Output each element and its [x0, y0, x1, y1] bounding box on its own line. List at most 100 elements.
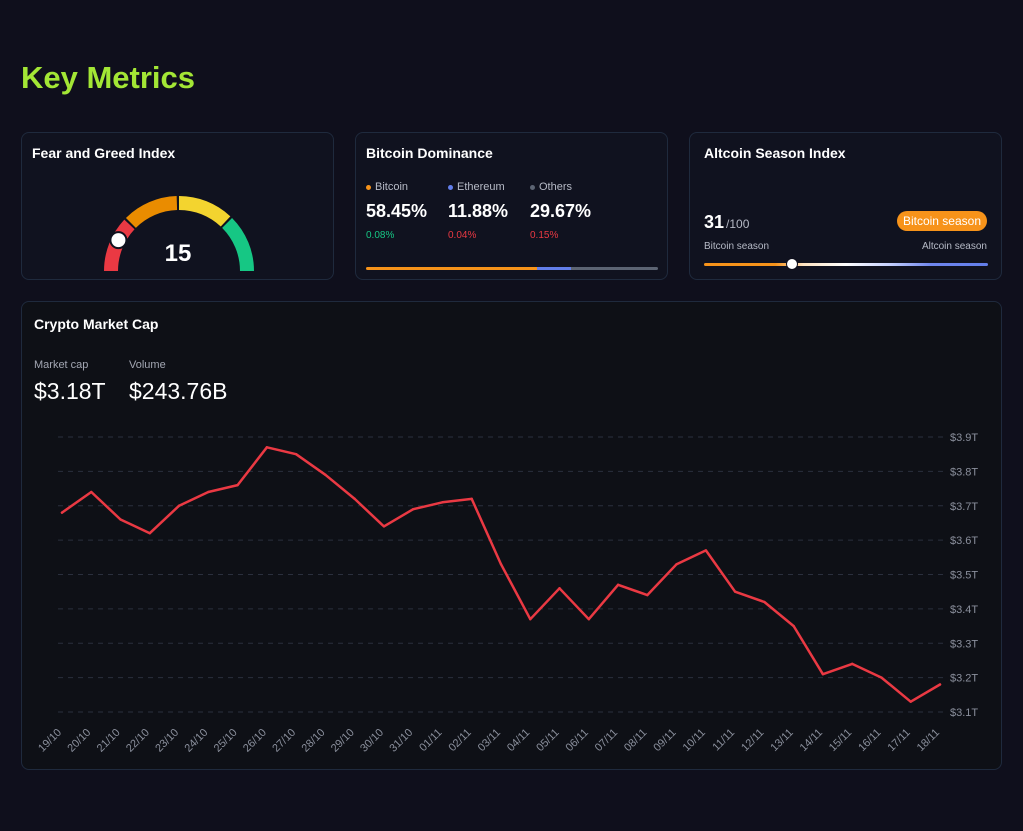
data-point [90, 490, 93, 494]
x-tick-label: 27/10 [270, 727, 298, 755]
page-title: Key Metrics [21, 60, 196, 95]
market-cap-label: Market cap [34, 359, 89, 371]
x-tick-label: 28/10 [300, 727, 328, 755]
gauge-segment-fear [125, 196, 178, 229]
dominance-label: Ethereum [457, 181, 505, 193]
data-point [148, 532, 151, 535]
x-tick-label: 06/11 [564, 727, 591, 754]
x-tick-label: 22/10 [124, 727, 152, 755]
data-point [763, 600, 766, 604]
y-tick-label: $3.8T [950, 466, 978, 478]
data-point [499, 562, 503, 566]
x-tick-label: 13/11 [768, 727, 795, 754]
data-point [412, 507, 415, 511]
dominance-item-others: Others 29.67% 0.15% [530, 181, 591, 241]
y-tick-label: $3.9T [950, 432, 978, 444]
bitcoin-season-label: Bitcoin season [704, 241, 770, 252]
altcoin-season-card[interactable]: Altcoin Season Index 31/100 Bitcoin seas… [689, 132, 1002, 280]
fear-greed-card[interactable]: Fear and Greed Index 15 [21, 132, 334, 280]
gauge-segment-greed [178, 196, 231, 227]
market-cap-stat: Market cap $3.18T [34, 359, 106, 405]
dominance-value: 58.45% [366, 201, 428, 221]
data-point [909, 700, 912, 703]
dominance-bar-ethereum [536, 267, 572, 270]
data-point [938, 683, 942, 686]
dominance-item-bitcoin: Bitcoin 58.45% 0.08% [366, 181, 427, 241]
x-tick-label: 24/10 [183, 727, 211, 755]
x-tick-label: 09/11 [651, 727, 678, 754]
data-point [792, 624, 795, 628]
x-tick-label: 11/11 [710, 727, 737, 754]
altcoin-season-max: /100 [726, 217, 750, 231]
dominance-item-ethereum: Ethereum 11.88% 0.04% [448, 181, 508, 241]
x-tick-label: 17/11 [885, 727, 912, 754]
x-tick-label: 26/10 [241, 727, 269, 755]
x-tick-label: 21/10 [95, 727, 123, 755]
altcoin-season-title: Altcoin Season Index [704, 145, 846, 161]
data-point [207, 490, 210, 494]
ethereum-dot-icon [448, 184, 453, 190]
bitcoin-dominance-title: Bitcoin Dominance [366, 145, 493, 161]
data-point [880, 676, 883, 679]
data-point [529, 617, 532, 621]
y-tick-label: $3.4T [950, 604, 978, 616]
dominance-bar-others [571, 267, 658, 270]
data-point [675, 562, 678, 566]
data-point [236, 483, 239, 487]
x-tick-label: 18/11 [915, 727, 942, 754]
bitcoin-dot-icon [366, 184, 371, 190]
dominance-change: 0.04% [448, 230, 477, 241]
dominance-value: 29.67% [530, 201, 592, 221]
x-tick-label: 10/11 [681, 727, 708, 754]
data-point [60, 511, 64, 514]
data-point [646, 593, 649, 597]
dominance-bar [366, 267, 658, 270]
data-point [265, 446, 269, 449]
y-tick-label: $3.2T [950, 673, 978, 685]
data-point [353, 497, 356, 501]
season-badge: Bitcoin season [896, 211, 987, 231]
x-tick-label: 19/10 [36, 727, 64, 755]
data-point [177, 504, 181, 507]
data-point [616, 583, 620, 587]
data-point [851, 662, 854, 666]
gauge-segment-extreme-greed [221, 217, 254, 272]
x-tick-label: 14/11 [798, 727, 825, 754]
bitcoin-dominance-card[interactable]: Bitcoin Dominance Bitcoin 58.45% 0.08% E… [355, 132, 668, 280]
data-point [294, 452, 298, 456]
dominance-change: 0.15% [530, 230, 559, 241]
x-tick-label: 07/11 [593, 727, 620, 754]
x-tick-label: 08/11 [622, 727, 649, 754]
data-point [733, 590, 737, 593]
dominance-bar-bitcoin [366, 267, 537, 270]
x-tick-label: 03/11 [476, 727, 503, 754]
market-cap-card[interactable]: Crypto Market Cap Market cap $3.18T Volu… [21, 301, 1002, 770]
altcoin-season-value: 31/100 [704, 212, 749, 233]
x-tick-label: 16/11 [856, 727, 883, 754]
x-tick-label: 20/10 [65, 727, 93, 755]
y-tick-label: $3.7T [950, 501, 978, 513]
altcoin-season-number: 31 [704, 212, 725, 232]
market-cap-title: Crypto Market Cap [34, 316, 159, 332]
fear-greed-gauge [104, 196, 254, 272]
altcoin-season-slider-knob [786, 258, 799, 270]
data-point [441, 501, 444, 504]
x-tick-label: 15/11 [827, 727, 854, 754]
x-tick-label: 12/11 [739, 727, 766, 754]
x-tick-label: 04/11 [505, 727, 532, 754]
x-tick-label: 30/10 [358, 727, 386, 755]
data-point [587, 617, 590, 621]
fear-greed-value: 15 [164, 240, 192, 267]
dominance-change: 0.08% [366, 230, 395, 241]
y-tick-label: $3.6T [950, 535, 978, 547]
data-point [119, 518, 122, 521]
fear-greed-title: Fear and Greed Index [32, 145, 176, 161]
x-tick-label: 31/10 [387, 727, 415, 755]
x-tick-label: 29/10 [329, 727, 357, 755]
volume-label: Volume [129, 359, 166, 371]
volume-value: $243.76B [129, 378, 228, 404]
market-cap-chart[interactable]: $3.1T $3.2T $3.3T $3.4T $3.5T $3.6T $3.7T $3.8T… [22, 302, 1001, 769]
altcoin-season-label: Altcoin season [921, 241, 987, 252]
others-dot-icon [530, 184, 535, 190]
x-tick-label: 23/10 [153, 727, 181, 755]
